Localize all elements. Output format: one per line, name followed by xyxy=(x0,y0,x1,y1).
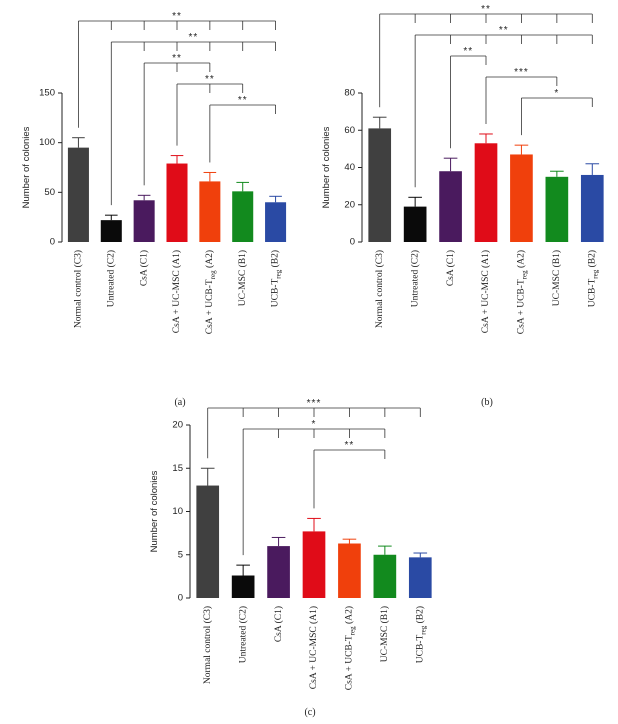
category-label: CsA (C1) xyxy=(273,606,284,642)
y-tick-label: 10 xyxy=(172,506,183,517)
category-label: CsA (C1) xyxy=(445,250,456,286)
bar xyxy=(232,576,255,598)
panel-label: (a) xyxy=(174,397,185,408)
significance-label: ** xyxy=(172,53,182,64)
bar xyxy=(475,143,498,242)
panel-label: (c) xyxy=(304,707,315,718)
category-label: Normal control (C3) xyxy=(73,250,84,328)
y-tick-label: 60 xyxy=(344,125,355,136)
bar xyxy=(546,177,569,242)
category-label: UCB-Treg (B2) xyxy=(270,250,282,307)
chart-panel-2: 0 20 40 60 80 Number of colonies Normal contro… xyxy=(321,4,604,408)
category-label: Normal control (C3) xyxy=(374,250,385,328)
bar xyxy=(404,207,427,242)
category-label: UCB-Treg (B2) xyxy=(586,250,598,307)
bar xyxy=(166,164,187,242)
category-label: Untreated (C2) xyxy=(237,606,248,663)
bar xyxy=(101,220,122,242)
bar xyxy=(374,555,397,598)
significance-label: *** xyxy=(514,67,529,78)
significance-label: ** xyxy=(205,74,215,85)
figure-svg: 050100150Number of coloniesNormal contro… xyxy=(0,0,618,724)
y-tick-label: 20 xyxy=(172,420,183,431)
significance-label: ** xyxy=(481,4,491,15)
category-label: CsA + UC-MSC (A1) xyxy=(308,606,319,689)
y-tick-label: 0 xyxy=(178,593,183,604)
category-label: UC-MSC (B1) xyxy=(551,250,562,306)
significance-bracket: ** xyxy=(314,440,385,508)
significance-label: ** xyxy=(189,32,199,43)
bar xyxy=(134,200,155,242)
panel-label: (b) xyxy=(481,397,493,408)
y-tick-label: 0 xyxy=(50,237,55,248)
y-tick-label: 150 xyxy=(39,88,55,99)
bar xyxy=(232,191,253,242)
bar xyxy=(199,181,220,242)
category-label: CsA + UC-MSC (A1) xyxy=(171,250,182,333)
category-label: UCB-Treg (B2) xyxy=(414,606,426,663)
bar xyxy=(439,171,462,242)
significance-label: ** xyxy=(238,95,248,106)
bar xyxy=(267,546,290,598)
y-tick-label: 100 xyxy=(39,137,55,148)
y-tick-label: 0 xyxy=(350,237,355,248)
y-tick-label: 20 xyxy=(344,199,355,210)
bar xyxy=(265,202,286,242)
significance-bracket: ** xyxy=(111,32,275,205)
category-label: CsA (C1) xyxy=(138,250,149,286)
significance-bracket: * xyxy=(521,88,592,135)
y-tick-label: 50 xyxy=(44,187,55,198)
y-axis-label: Number of colonies xyxy=(321,126,332,208)
significance-label: ** xyxy=(172,11,182,22)
significance-bracket: ** xyxy=(451,46,486,148)
y-tick-label: 15 xyxy=(172,463,183,474)
bar xyxy=(581,175,604,242)
category-label: UC-MSC (B1) xyxy=(237,250,248,306)
category-label: CsA + UCB-Treg (A2) xyxy=(516,250,528,334)
bar xyxy=(303,531,326,598)
category-label: Normal control (C3) xyxy=(202,606,213,684)
category-label: Untreated (C2) xyxy=(105,250,116,307)
category-label: CsA + UC-MSC (A1) xyxy=(480,250,491,333)
category-label: Untreated (C2) xyxy=(409,250,420,307)
significance-bracket: ** xyxy=(415,25,592,187)
category-label: CsA + UCB-Treg (A2) xyxy=(204,250,216,334)
bar xyxy=(196,486,219,598)
significance-label: * xyxy=(312,419,317,430)
bar xyxy=(68,148,89,242)
y-axis-label: Number of colonies xyxy=(149,470,160,552)
bar xyxy=(338,544,361,598)
significance-bracket: ** xyxy=(210,95,276,162)
bar xyxy=(368,128,391,242)
chart-panel-1: 0 50 100 150 Number of colonies Normal contro… xyxy=(21,11,286,408)
y-tick-label: 80 xyxy=(344,88,355,99)
y-tick-label: 5 xyxy=(178,549,183,560)
significance-label: ** xyxy=(499,25,509,36)
y-tick-label: 40 xyxy=(344,162,355,173)
significance-label: ** xyxy=(345,440,355,451)
significance-label: * xyxy=(554,88,559,99)
significance-label: *** xyxy=(307,398,322,409)
category-label: UC-MSC (B1) xyxy=(379,606,390,662)
y-axis-label: Number of colonies xyxy=(21,126,32,208)
bar xyxy=(510,154,533,242)
category-label: CsA + UCB-Treg (A2) xyxy=(344,606,356,690)
chart-panel-3: 0 5 10 15 20 Number of colonies Normal control… xyxy=(149,398,432,718)
significance-label: ** xyxy=(463,46,473,57)
bar xyxy=(409,557,432,598)
